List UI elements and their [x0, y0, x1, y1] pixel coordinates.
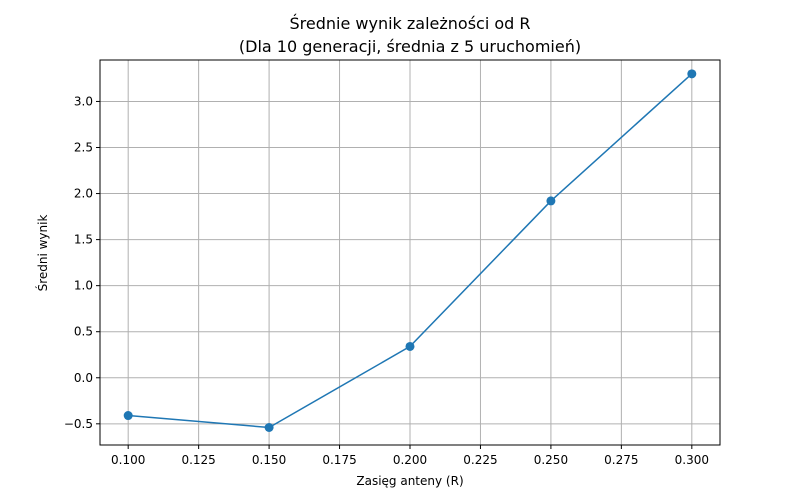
series-layer: [123, 69, 697, 432]
x-tick-label: 0.225: [463, 453, 497, 467]
data-point: [687, 69, 697, 79]
grid: [100, 60, 720, 445]
y-tick-label: 1.0: [74, 279, 93, 293]
x-tick-label: 0.300: [675, 453, 709, 467]
x-tick-label: 0.100: [111, 453, 145, 467]
data-point: [264, 423, 274, 432]
chart-subtitle: (Dla 10 generacji, średnia z 5 uruchomie…: [239, 37, 581, 56]
data-point: [405, 341, 415, 351]
x-tick-label: 0.275: [604, 453, 638, 467]
chart-title: Średnie wynik zależności od R: [289, 14, 530, 33]
y-tick-label: 1.5: [74, 233, 93, 247]
y-tick-label: 2.5: [74, 141, 93, 155]
x-tick-label: 0.125: [181, 453, 215, 467]
x-tick-label: 0.250: [534, 453, 568, 467]
data-point: [123, 411, 133, 421]
y-tick-label: 0.0: [74, 371, 93, 385]
y-tick-label: −0.5: [64, 417, 93, 431]
x-tick-label: 0.175: [322, 453, 356, 467]
y-axis-label: Średni wynik: [35, 215, 50, 292]
y-tick-label: 3.0: [74, 94, 93, 108]
y-tick-label: 2.0: [74, 187, 93, 201]
axis-ticks: 0.100 0.125 0.150 0.175 0.200 0.225 0.250 0.275…: [64, 94, 709, 467]
data-point: [546, 196, 556, 206]
x-axis-label: Zasięg anteny (R): [356, 474, 463, 488]
x-tick-label: 0.200: [393, 453, 427, 467]
x-tick-label: 0.150: [252, 453, 286, 467]
y-tick-label: 0.5: [74, 325, 93, 339]
